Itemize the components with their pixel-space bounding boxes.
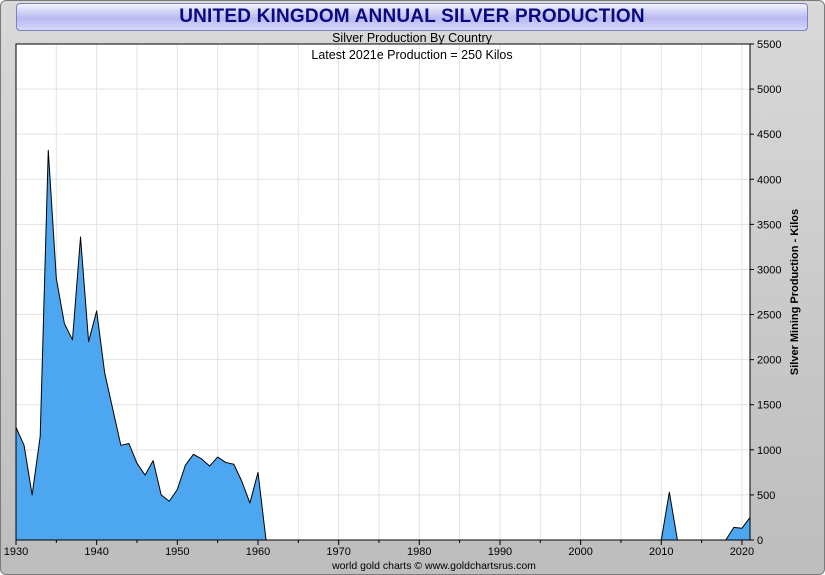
y-tick-label: 3500: [757, 219, 781, 231]
plot-border: [15, 43, 751, 541]
y-tick-label: 3000: [757, 264, 781, 276]
y-tick-label: 0: [757, 535, 763, 547]
y-tick-label: 4500: [757, 129, 781, 141]
y-axis-label: Silver Mining Production - Kilos: [789, 209, 801, 375]
y-tick-label: 5500: [757, 39, 781, 51]
x-tick-label: 1990: [488, 546, 512, 558]
x-tick-label: 2020: [730, 546, 754, 558]
x-tick-label: 2000: [568, 546, 592, 558]
plot-area: [16, 44, 750, 540]
x-tick-label: 1960: [246, 546, 270, 558]
chart-subtitle: Silver Production By Country: [332, 31, 493, 45]
y-tick-label: 2500: [757, 310, 781, 322]
x-tick-label: 1980: [407, 546, 431, 558]
chart-title: UNITED KINGDOM ANNUAL SILVER PRODUCTION: [179, 6, 645, 27]
chart-annotation: Latest 2021e Production = 250 Kilos: [311, 48, 512, 62]
x-tick-label: 1950: [165, 546, 189, 558]
x-tick-label: 2010: [649, 546, 673, 558]
x-tick-label: 1930: [4, 546, 28, 558]
title-bar: UNITED KINGDOM ANNUAL SILVER PRODUCTION: [16, 3, 808, 31]
y-tick-label: 5000: [757, 84, 781, 96]
x-tick-label: 1940: [84, 546, 108, 558]
y-tick-label: 2000: [757, 355, 781, 367]
credit-text: world gold charts © www.goldchartsrus.co…: [331, 560, 536, 572]
y-axis: 0 500 1000 1500 2000 2500 3000 3500 4000 4500 5000…: [750, 39, 781, 547]
x-axis: 1930 1940 1950 1960 1970 1980 1990 2000 2010 2020: [4, 540, 754, 558]
y-tick-label: 4000: [757, 174, 781, 186]
x-tick-label: 1970: [326, 546, 350, 558]
y-tick-label: 1500: [757, 400, 781, 412]
y-tick-label: 500: [757, 490, 775, 502]
y-tick-label: 1000: [757, 445, 781, 457]
